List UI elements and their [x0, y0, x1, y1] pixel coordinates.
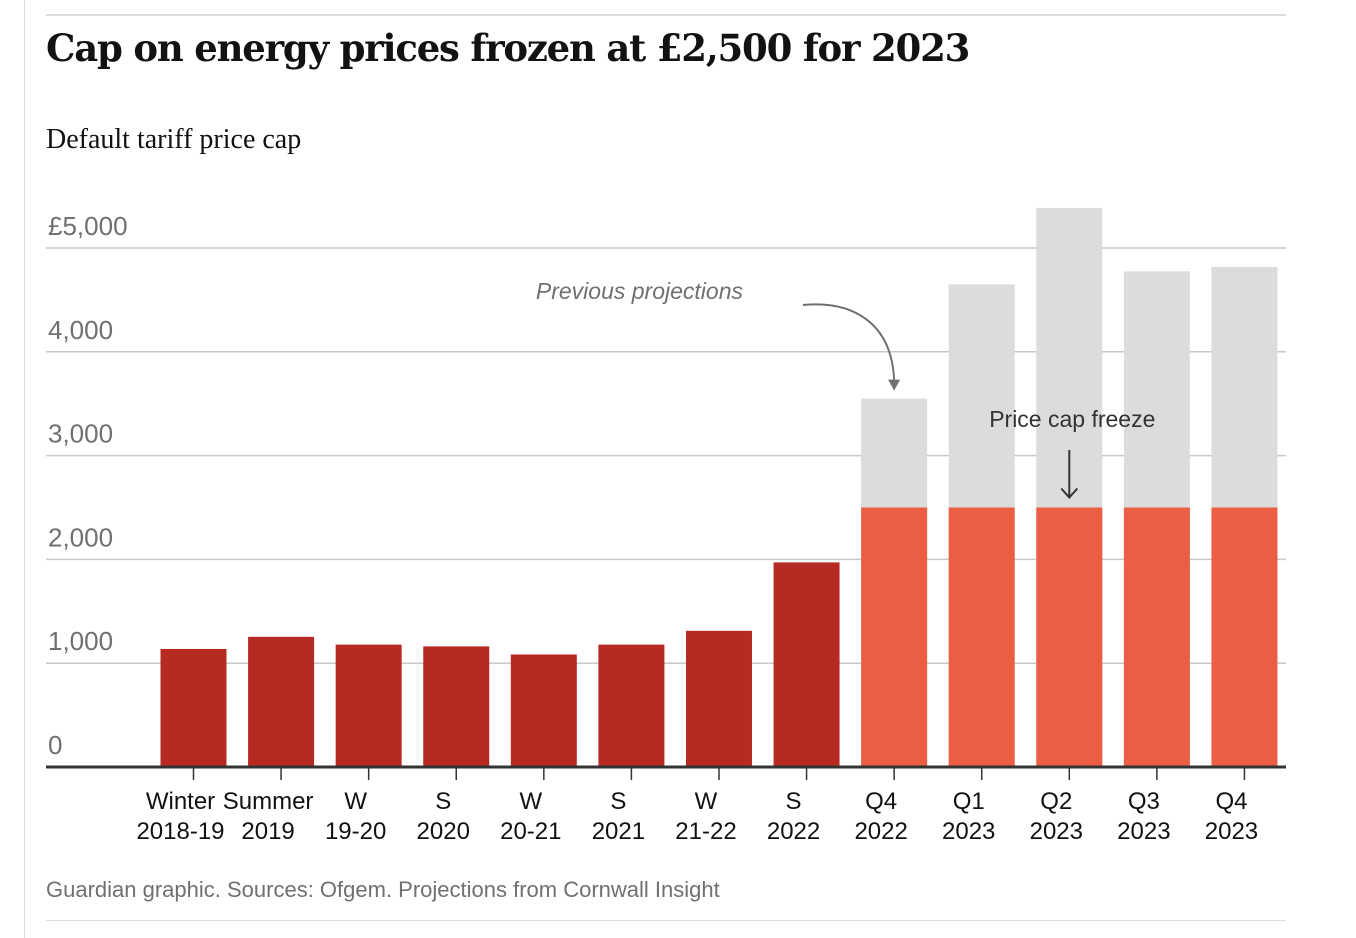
y-tick-label: 1,000	[48, 626, 113, 656]
x-tick-label: W	[344, 788, 367, 815]
historic-cap-bar	[160, 648, 227, 767]
x-tick-label: Summer	[223, 788, 314, 815]
x-tick-label: 21-22	[675, 818, 736, 845]
x-axis: Winter 2018-19 Summer 2019 W 19-20 S 2020 W 20-21…	[46, 765, 1286, 845]
x-tick-label: 2023	[1205, 818, 1258, 845]
historic-cap-bar	[248, 636, 315, 767]
bottom-rule	[46, 920, 1286, 921]
x-tick-label: Q3	[1128, 788, 1160, 815]
frozen-cap-bar	[1036, 507, 1103, 767]
x-tick-label: Q4	[1215, 788, 1247, 815]
frozen-cap-bar	[1123, 507, 1190, 767]
annotations: Previous projections Price cap freeze	[536, 278, 1155, 500]
gridlines: 0 1,000 2,000 3,000 4,000 £5,000	[46, 211, 1286, 760]
source-note: Guardian graphic. Sources: Ofgem. Projec…	[46, 877, 720, 902]
x-tick-label: Q4	[865, 788, 897, 815]
historic-cap-bar	[598, 644, 665, 767]
y-tick-label: 0	[48, 730, 62, 760]
historic-cap-bar	[773, 562, 840, 767]
x-tick-label: S	[610, 788, 626, 815]
x-tick-label: 2023	[1030, 818, 1083, 845]
y-tick-label: 4,000	[48, 315, 113, 345]
x-tick-label: 2019	[241, 818, 294, 845]
historic-cap-bar	[423, 646, 490, 767]
historic-cap-bar	[335, 644, 402, 767]
x-tick-label: W	[695, 788, 718, 815]
x-tick-label: 2023	[1117, 818, 1170, 845]
price-cap-freeze-annotation: Price cap freeze	[989, 406, 1155, 432]
frozen-cap-bar	[1211, 507, 1278, 767]
x-tick-label: 2023	[942, 818, 995, 845]
x-tick-label: 2018-19	[136, 818, 224, 845]
chart-title: Cap on energy prices frozen at £2,500 fo…	[46, 26, 970, 70]
top-rule	[46, 14, 1286, 16]
previous-projections-arrowhead-icon	[888, 379, 901, 391]
x-tick-label: Winter	[146, 788, 215, 815]
previous-projections-arrow-icon	[802, 303, 896, 381]
frozen-cap-bar	[948, 507, 1015, 767]
y-tick-label: 3,000	[48, 419, 113, 449]
x-tick-label: 2021	[592, 818, 645, 845]
bars	[160, 207, 1278, 767]
x-tick-label: S	[435, 788, 451, 815]
x-tick-label: 2022	[767, 818, 820, 845]
y-tick-label: £5,000	[48, 211, 128, 241]
y-tick-label: 2,000	[48, 522, 113, 552]
x-tick-label: 19-20	[325, 818, 386, 845]
x-tick-label: 2022	[854, 818, 907, 845]
price-cap-freeze-arrow-icon	[1060, 450, 1079, 500]
x-tick-label: S	[786, 788, 802, 815]
x-tick-label: W	[519, 788, 542, 815]
historic-cap-bar	[510, 654, 577, 767]
chart-frame	[24, 0, 1356, 938]
historic-cap-bar	[685, 630, 752, 767]
chart-subtitle: Default tariff price cap	[46, 124, 302, 155]
x-tick-label: Q2	[1040, 788, 1072, 815]
previous-projections-annotation: Previous projections	[536, 278, 744, 304]
frozen-cap-bar	[861, 507, 928, 767]
x-tick-label: Q1	[953, 788, 985, 815]
x-tick-label: 2020	[417, 818, 470, 845]
x-tick-label: 20-21	[500, 818, 561, 845]
